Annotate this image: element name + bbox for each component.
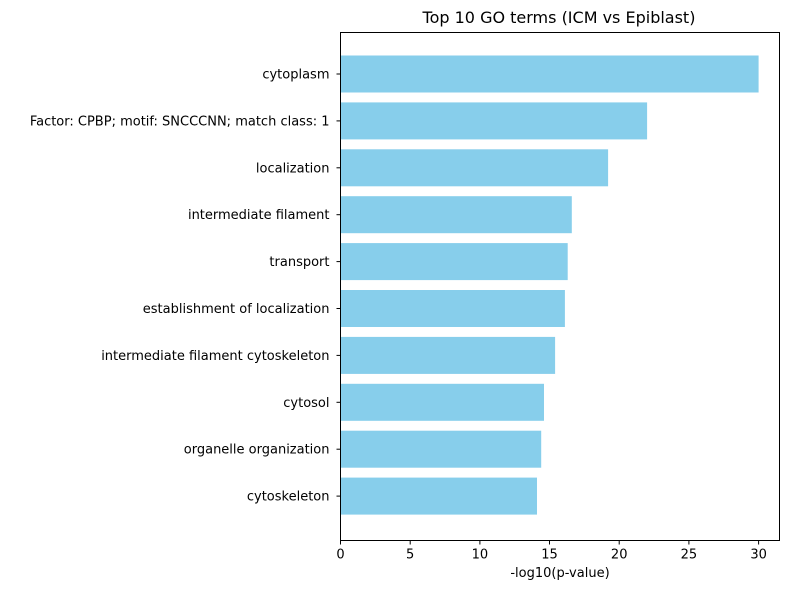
bar-7 <box>340 336 556 374</box>
y-tick-label: cytoskeleton <box>247 490 330 505</box>
bar-9 <box>340 430 542 468</box>
bar-8 <box>340 383 544 421</box>
x-tick-label: 5 <box>406 548 414 563</box>
y-axis-ticks: cytoplasm Factor: CPBP; motif: SNCCCNN; m… <box>30 68 341 505</box>
x-tick-label: 15 <box>541 548 558 563</box>
x-tick-label: 10 <box>472 548 489 563</box>
chart-title: Top 10 GO terms (ICM vs Epiblast) <box>422 8 696 27</box>
bar-6 <box>340 290 565 327</box>
y-tick-label: localization <box>256 161 330 176</box>
bar-1 <box>340 55 759 93</box>
bar-3 <box>340 149 609 187</box>
bar-5 <box>340 243 568 281</box>
bar-4 <box>340 196 572 234</box>
y-tick-label: organelle organization <box>184 443 330 458</box>
x-tick-label: 25 <box>681 548 698 563</box>
y-tick-label: transport <box>269 255 329 270</box>
y-tick-label: intermediate filament cytoskeleton <box>101 349 329 364</box>
bar-2 <box>340 102 648 140</box>
x-axis-label: -log10(p-value) <box>510 566 609 581</box>
bar-10 <box>340 477 537 515</box>
x-tick-label: 30 <box>750 548 767 563</box>
x-axis-ticks: 0 5 10 15 20 25 30 <box>336 540 767 563</box>
y-tick-label: establishment of localization <box>143 302 330 317</box>
plot-frame <box>340 32 780 541</box>
y-tick-label: Factor: CPBP; motif: SNCCCNN; match clas… <box>30 114 330 129</box>
y-tick-label: intermediate filament <box>188 208 330 223</box>
bars-group <box>340 55 759 515</box>
x-tick-label: 0 <box>336 548 344 563</box>
y-tick-label: cytosol <box>283 396 329 411</box>
x-tick-label: 20 <box>611 548 628 563</box>
y-tick-label: cytoplasm <box>262 68 329 83</box>
